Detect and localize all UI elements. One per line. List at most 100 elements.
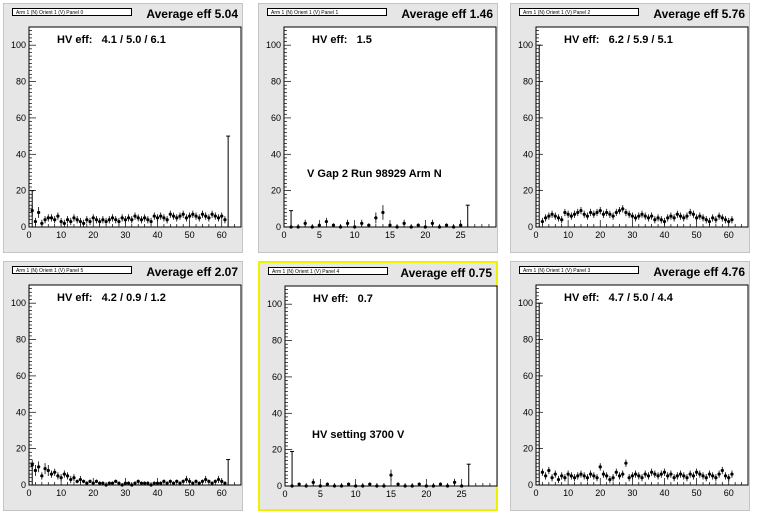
data-point xyxy=(656,474,660,478)
data-point xyxy=(171,481,176,485)
data-point xyxy=(592,212,596,216)
data-point xyxy=(389,473,393,477)
data-point xyxy=(200,479,205,483)
hv-eff-label: HV eff: 1.5 xyxy=(312,34,372,46)
data-point xyxy=(175,479,179,483)
data-point xyxy=(547,214,551,218)
panel-4[interactable]: Arm 1 (N) Orient 1 (V) Panel 4 Average e… xyxy=(258,261,498,511)
data-point xyxy=(56,474,60,478)
x-tick-label: 15 xyxy=(385,230,395,240)
data-point xyxy=(633,472,638,476)
panel-2[interactable]: Arm 1 (N) Orient 1 (V) Panel 2 Average e… xyxy=(510,3,750,253)
data-point xyxy=(62,472,66,476)
data-point xyxy=(646,474,651,478)
data-point xyxy=(126,481,131,485)
data-point xyxy=(695,216,699,220)
data-point xyxy=(62,221,66,225)
data-point xyxy=(98,219,102,224)
data-point xyxy=(75,218,79,222)
panel-3[interactable]: Arm 1 (N) Orient 1 (V) Panel 3 Average e… xyxy=(510,261,750,511)
data-point xyxy=(65,218,70,222)
plot-area: 0 20 40 60 80 100 0 10 20 30 40 50 60 xyxy=(11,26,242,240)
panel-1[interactable]: Arm 1 (N) Orient 1 (V) Panel 1 Average e… xyxy=(258,3,498,253)
data-point xyxy=(678,214,683,218)
data-point xyxy=(136,216,140,220)
data-point xyxy=(149,219,153,224)
panel-0[interactable]: Arm 1 (N) Orient 1 (V) Panel 0 Average e… xyxy=(3,3,243,253)
data-point xyxy=(614,470,618,474)
data-point xyxy=(592,474,596,478)
data-point xyxy=(630,214,634,218)
data-point xyxy=(72,216,76,220)
hv-eff-label: HV eff: 0.7 xyxy=(313,293,373,305)
data-point xyxy=(601,472,606,476)
data-point xyxy=(162,216,166,220)
data-point xyxy=(410,484,414,488)
data-point xyxy=(544,474,548,478)
x-tick-label: 40 xyxy=(659,230,669,240)
data-point xyxy=(191,481,195,485)
run-annotation: V Gap 2 Run 98929 Arm N xyxy=(307,168,442,180)
x-tick-label: 50 xyxy=(692,488,702,498)
data-point xyxy=(560,218,564,222)
data-point xyxy=(595,210,599,215)
data-point xyxy=(637,474,641,478)
data-point xyxy=(704,218,708,222)
data-point xyxy=(213,214,217,218)
data-point xyxy=(388,223,392,227)
panel-title: Arm 1 (N) Orient 1 (V) Panel 5 xyxy=(12,266,132,274)
data-point xyxy=(375,484,379,488)
data-point xyxy=(136,479,140,483)
panel-title: Arm 1 (N) Orient 1 (V) Panel 2 xyxy=(519,8,639,16)
data-point xyxy=(207,479,211,483)
data-point xyxy=(75,479,79,483)
data-point xyxy=(374,216,378,220)
data-point xyxy=(143,481,147,485)
hv-setting-annotation: HV setting 3700 V xyxy=(312,429,405,441)
data-point xyxy=(120,216,124,220)
data-point xyxy=(569,474,573,478)
data-point xyxy=(311,480,315,484)
x-tick-label: 60 xyxy=(724,488,734,498)
data-point xyxy=(553,472,557,476)
data-point xyxy=(204,477,208,482)
data-point xyxy=(85,481,89,485)
data-point xyxy=(43,467,47,471)
data-point xyxy=(723,474,728,478)
panel-5[interactable]: Arm 1 (N) Orient 1 (V) Panel 5 Average e… xyxy=(3,261,243,511)
data-point xyxy=(691,212,695,216)
data-point xyxy=(159,481,163,485)
data-point xyxy=(431,484,435,488)
data-point xyxy=(204,214,208,218)
x-tick-label: 10 xyxy=(56,488,66,498)
data-point xyxy=(152,481,156,485)
y-tick-label: 60 xyxy=(271,113,281,123)
data-point xyxy=(685,476,689,480)
data-point xyxy=(589,210,593,215)
y-tick-label: 40 xyxy=(271,149,281,159)
data-point xyxy=(424,484,428,488)
x-tick-label: 50 xyxy=(185,488,195,498)
data-point xyxy=(107,218,111,222)
x-tick-label: 10 xyxy=(563,230,573,240)
data-point xyxy=(730,472,734,476)
data-point xyxy=(297,482,301,486)
data-point xyxy=(194,214,198,218)
data-point xyxy=(188,479,192,483)
data-point xyxy=(46,216,50,220)
data-point xyxy=(146,481,150,485)
y-tick-label: 0 xyxy=(21,222,26,232)
data-point xyxy=(662,470,667,474)
data-point xyxy=(701,474,705,478)
data-point xyxy=(110,216,115,220)
data-point xyxy=(617,209,622,213)
data-point xyxy=(396,482,400,486)
x-tick-label: 0 xyxy=(533,230,538,240)
x-tick-label: 5 xyxy=(318,489,323,499)
data-point xyxy=(682,474,686,478)
data-point xyxy=(188,214,192,218)
data-point xyxy=(688,472,692,476)
plot-area: 0 20 40 60 80 100 0 5 10 15 20 25 xyxy=(266,26,497,240)
data-point xyxy=(445,484,450,488)
y-tick-label: 20 xyxy=(16,186,26,196)
